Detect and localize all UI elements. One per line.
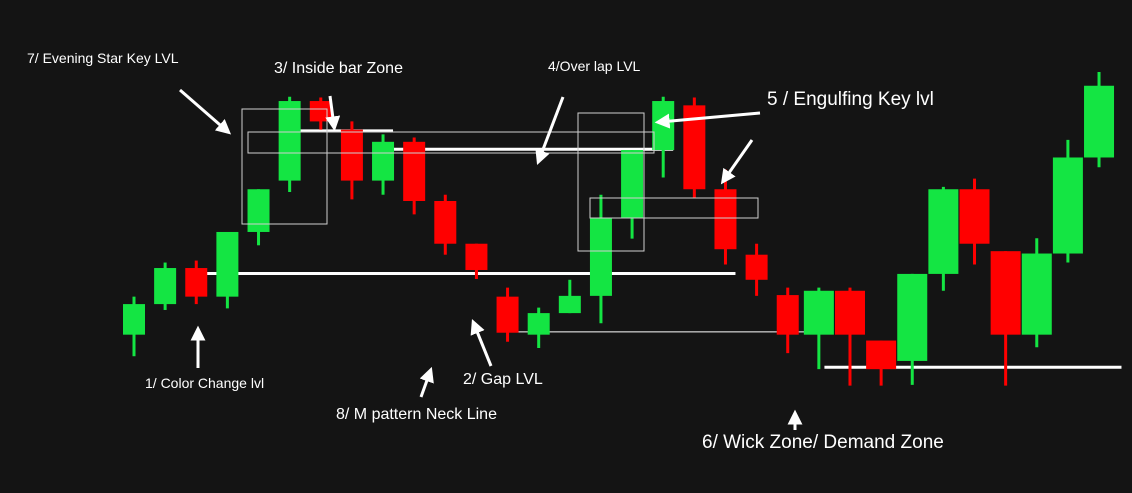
label-engulfing: 5 / Engulfing Key lvl [767, 89, 934, 110]
candle-body [683, 105, 706, 190]
candle-body [745, 254, 768, 280]
candle-body [1084, 85, 1115, 158]
candle-30 [1052, 139, 1083, 263]
label-gap: 2/ Gap LVL [463, 371, 543, 388]
gap-arrow [470, 318, 493, 367]
candle-body [928, 189, 959, 274]
candle-body [496, 296, 519, 333]
candle-26 [928, 186, 959, 291]
zones-layer [241, 108, 759, 252]
candle-31 [1084, 72, 1115, 168]
candle-3 [216, 231, 239, 309]
neck-line-arrow [419, 366, 434, 398]
candles-layer [123, 72, 1115, 386]
candle-body [434, 201, 457, 244]
candle-body [403, 141, 426, 201]
label-neck-line: 8/ M pattern Neck Line [336, 406, 497, 423]
candle-body [340, 129, 363, 181]
candle-21 [776, 287, 799, 354]
candle-0 [123, 296, 145, 357]
label-inside-bar: 3/ Inside bar Zone [274, 60, 403, 77]
candle-22 [803, 287, 834, 370]
candle-body [990, 251, 1021, 335]
candle-body [621, 150, 644, 218]
candle-6 [309, 97, 332, 130]
candle-body [803, 290, 834, 335]
candle-body [185, 268, 208, 297]
label-color-change: 1/ Color Change lvl [145, 375, 264, 391]
candle-body [123, 304, 145, 335]
candle-13 [527, 307, 550, 348]
label-wick-zone: 6/ Wick Zone/ Demand Zone [702, 432, 944, 453]
candle-body [589, 217, 612, 296]
candle-24 [866, 340, 897, 386]
candle-16 [621, 150, 644, 239]
candle-body [558, 295, 581, 314]
labels-layer: 7/ Evening Star Key LVL 3/ Inside bar Zo… [27, 50, 944, 453]
engulfing-arrow-down [720, 139, 754, 185]
candle-body [897, 273, 928, 361]
candle-8 [372, 134, 395, 195]
candle-2 [185, 260, 208, 305]
candle-body [154, 268, 177, 305]
candle-11 [465, 243, 488, 280]
engulfing-key-level-box [589, 197, 759, 219]
evening-star-box [241, 108, 328, 225]
candle-body [247, 189, 270, 232]
arrows-layer [179, 88, 803, 430]
candle-15 [589, 194, 612, 324]
engulfing-box [577, 112, 645, 252]
candle-20 [745, 243, 768, 296]
evening-star-arrow [179, 88, 232, 135]
candle-19 [714, 169, 737, 265]
candle-23 [834, 287, 865, 386]
candle-29 [1021, 238, 1052, 348]
overlap-arrow [535, 96, 565, 166]
candle-body [834, 290, 865, 335]
candle-body [309, 101, 332, 122]
candle-body [527, 313, 550, 335]
inside-bar-arrow [325, 95, 341, 132]
label-overlap: 4/Over lap LVL [548, 58, 641, 74]
candle-body [959, 189, 990, 244]
candle-body [1021, 253, 1052, 335]
candle-12 [496, 287, 519, 342]
candle-25 [897, 273, 928, 385]
candle-body [372, 141, 395, 181]
candle-14 [558, 279, 581, 314]
candle-body [465, 243, 488, 270]
candle-body [652, 101, 675, 151]
candle-body [278, 101, 301, 181]
candle-27 [959, 178, 990, 265]
candle-body [216, 231, 239, 297]
candle-28 [990, 251, 1021, 386]
engulfing-arrow-left [654, 111, 761, 129]
candle-18 [683, 97, 706, 198]
candle-4 [247, 189, 270, 246]
candle-5 [278, 96, 301, 192]
candle-10 [434, 194, 457, 255]
candle-17 [652, 96, 675, 178]
candle-body [714, 189, 737, 250]
candle-body [1052, 157, 1083, 254]
candle-body [866, 340, 897, 370]
candle-body [776, 295, 799, 335]
label-evening-star: 7/ Evening Star Key LVL [27, 50, 179, 66]
candle-9 [403, 137, 426, 215]
candle-7 [340, 121, 363, 200]
inside-bar-zone-box [247, 131, 655, 154]
candle-1 [154, 262, 177, 310]
